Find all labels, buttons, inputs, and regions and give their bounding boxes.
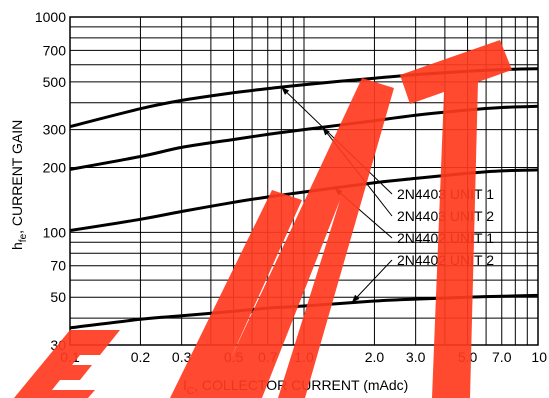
series-line <box>69 293 539 330</box>
y-axis-label-rest: , CURRENT GAIN <box>9 120 25 234</box>
leader-arrowhead <box>322 127 330 136</box>
x-tick-label: 10 <box>531 349 547 365</box>
y-tick-labels: 1000700500300200100705030 <box>35 9 66 353</box>
watermark-emt-logo <box>14 40 512 398</box>
x-tick-label: 0.2 <box>131 349 151 365</box>
leader-arrowhead <box>281 87 290 95</box>
leader-line <box>351 259 393 303</box>
y-tick-label: 700 <box>43 42 67 58</box>
series-line <box>69 104 539 171</box>
y-tick-label: 100 <box>43 224 67 240</box>
y-tick-label: 300 <box>43 122 67 138</box>
x-tick-label: 7.0 <box>492 349 512 365</box>
x-tick-label: 2.0 <box>365 349 385 365</box>
series-line <box>69 168 539 232</box>
y-tick-label: 1000 <box>35 9 66 25</box>
y-axis-label: hfe, CURRENT GAIN <box>9 120 29 250</box>
y-tick-label: 500 <box>43 74 67 90</box>
y-axis-label-main: h <box>9 242 25 250</box>
x-tick-label: 0.3 <box>172 349 192 365</box>
leader-arrowhead <box>351 294 360 303</box>
y-tick-label: 50 <box>50 289 66 305</box>
y-axis-label-sub: fe <box>18 233 29 242</box>
y-tick-label: 70 <box>50 258 66 274</box>
y-tick-label: 200 <box>43 160 67 176</box>
x-tick-label: 3.0 <box>406 349 426 365</box>
